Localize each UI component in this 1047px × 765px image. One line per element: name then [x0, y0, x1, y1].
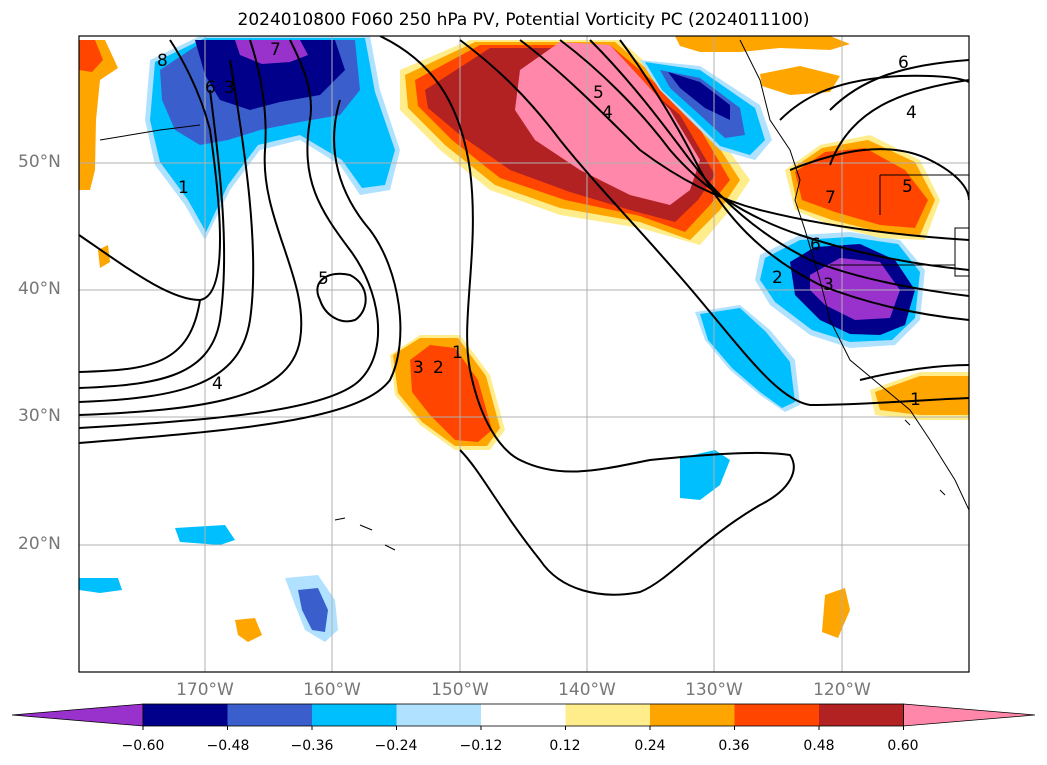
colorbar-tick-label: −0.24 — [374, 738, 418, 754]
pv-neg-navy-nw — [195, 40, 345, 110]
map-frame — [78, 35, 970, 673]
lon-label-170w: 170°W — [176, 680, 234, 700]
contour-label: 5 — [902, 177, 913, 197]
contour-label: 6 — [898, 53, 909, 73]
colorbar-swatch — [143, 704, 228, 726]
shading-layer — [79, 36, 969, 642]
colorbar — [11, 703, 1036, 730]
lat-label-20n: 20°N — [18, 534, 61, 554]
contour-label: 4 — [212, 374, 223, 394]
contour-label: 3 — [224, 78, 235, 98]
contour-label: 2 — [433, 358, 444, 378]
lat-label-50n: 50°N — [18, 152, 61, 172]
contour-label: 1 — [452, 343, 463, 363]
lon-label-160w: 160°W — [303, 680, 361, 700]
colorbar-swatch — [565, 704, 650, 726]
contour-label: 7 — [825, 188, 836, 208]
pv-neg-small-3 — [79, 578, 122, 593]
contour-label: 4 — [906, 103, 917, 123]
contour-label: 3 — [823, 275, 834, 295]
colorbar-swatch — [734, 704, 819, 726]
colorbar-swatch — [650, 704, 735, 726]
pv-pos-pnw-3 — [795, 148, 928, 228]
contour-label: 4 — [602, 103, 613, 123]
contour-label: 8 — [157, 51, 168, 71]
pv-pos-red-central — [410, 345, 492, 442]
pv-pos-red-left — [79, 40, 103, 72]
contour-label: 2 — [772, 268, 783, 288]
contour-label: 7 — [270, 40, 281, 60]
contour-label: 6 — [205, 78, 216, 98]
colorbar-tick-label: −0.36 — [290, 738, 334, 754]
map-title: 2024010800 F060 250 hPa PV, Potential Vo… — [237, 10, 810, 30]
colorbar-swatch — [481, 704, 566, 726]
colorbar-extend-high — [903, 703, 1036, 727]
contour-label: 5 — [318, 269, 329, 289]
contour-label: 5 — [593, 83, 604, 103]
lon-label-120w: 120°W — [813, 680, 871, 700]
colorbar-tick-label: −0.48 — [206, 738, 250, 754]
contour-label: 1 — [910, 390, 921, 410]
colorbar-swatch — [312, 704, 397, 726]
pv-pos-small-2 — [822, 588, 850, 638]
colorbar-tick-label: 0.12 — [549, 738, 581, 754]
colorbar-tick-label: −0.60 — [121, 738, 165, 754]
colorbar-outline — [142, 703, 904, 727]
colorbar-swatch — [227, 704, 312, 726]
pv-contours — [79, 36, 969, 596]
pv-pos-baja-2 — [875, 376, 969, 415]
contour-label-group: 8 6 3 7 1 5 4 3 2 1 5 4 6 4 5 7 6 2 3 1 — [157, 40, 921, 410]
colorbar-tick-label: 0.60 — [887, 738, 919, 754]
colorbar-extend-low — [11, 703, 144, 727]
colorbar-tick-label: 0.48 — [803, 738, 835, 754]
lon-label-150w: 150°W — [431, 680, 489, 700]
colorbar-swatch — [819, 704, 904, 726]
pv-pos-small-1 — [235, 618, 262, 642]
contour-label: 1 — [178, 178, 189, 198]
contour-label: 6 — [810, 235, 821, 255]
contour-label: 3 — [413, 358, 424, 378]
pv-neg-small-4b — [298, 588, 328, 632]
lat-label-40n: 40°N — [18, 279, 61, 299]
pv-pos-pink-ne — [515, 42, 700, 205]
colorbar-tick-label: −0.12 — [459, 738, 503, 754]
colorbar-swatch — [396, 704, 481, 726]
colorbar-tick-label: 0.36 — [718, 738, 750, 754]
lon-label-140w: 140°W — [558, 680, 616, 700]
pv-pos-orange-left — [79, 40, 118, 190]
pv-neg-purple-nw — [235, 40, 308, 64]
pv-neg-small-1 — [680, 450, 730, 500]
lat-label-30n: 30°N — [18, 406, 61, 426]
colorbar-tick-label: 0.24 — [634, 738, 666, 754]
pv-pos-orange-top — [675, 36, 850, 52]
pv-pos-orange-topright — [760, 66, 840, 95]
lon-label-130w: 130°W — [685, 680, 743, 700]
